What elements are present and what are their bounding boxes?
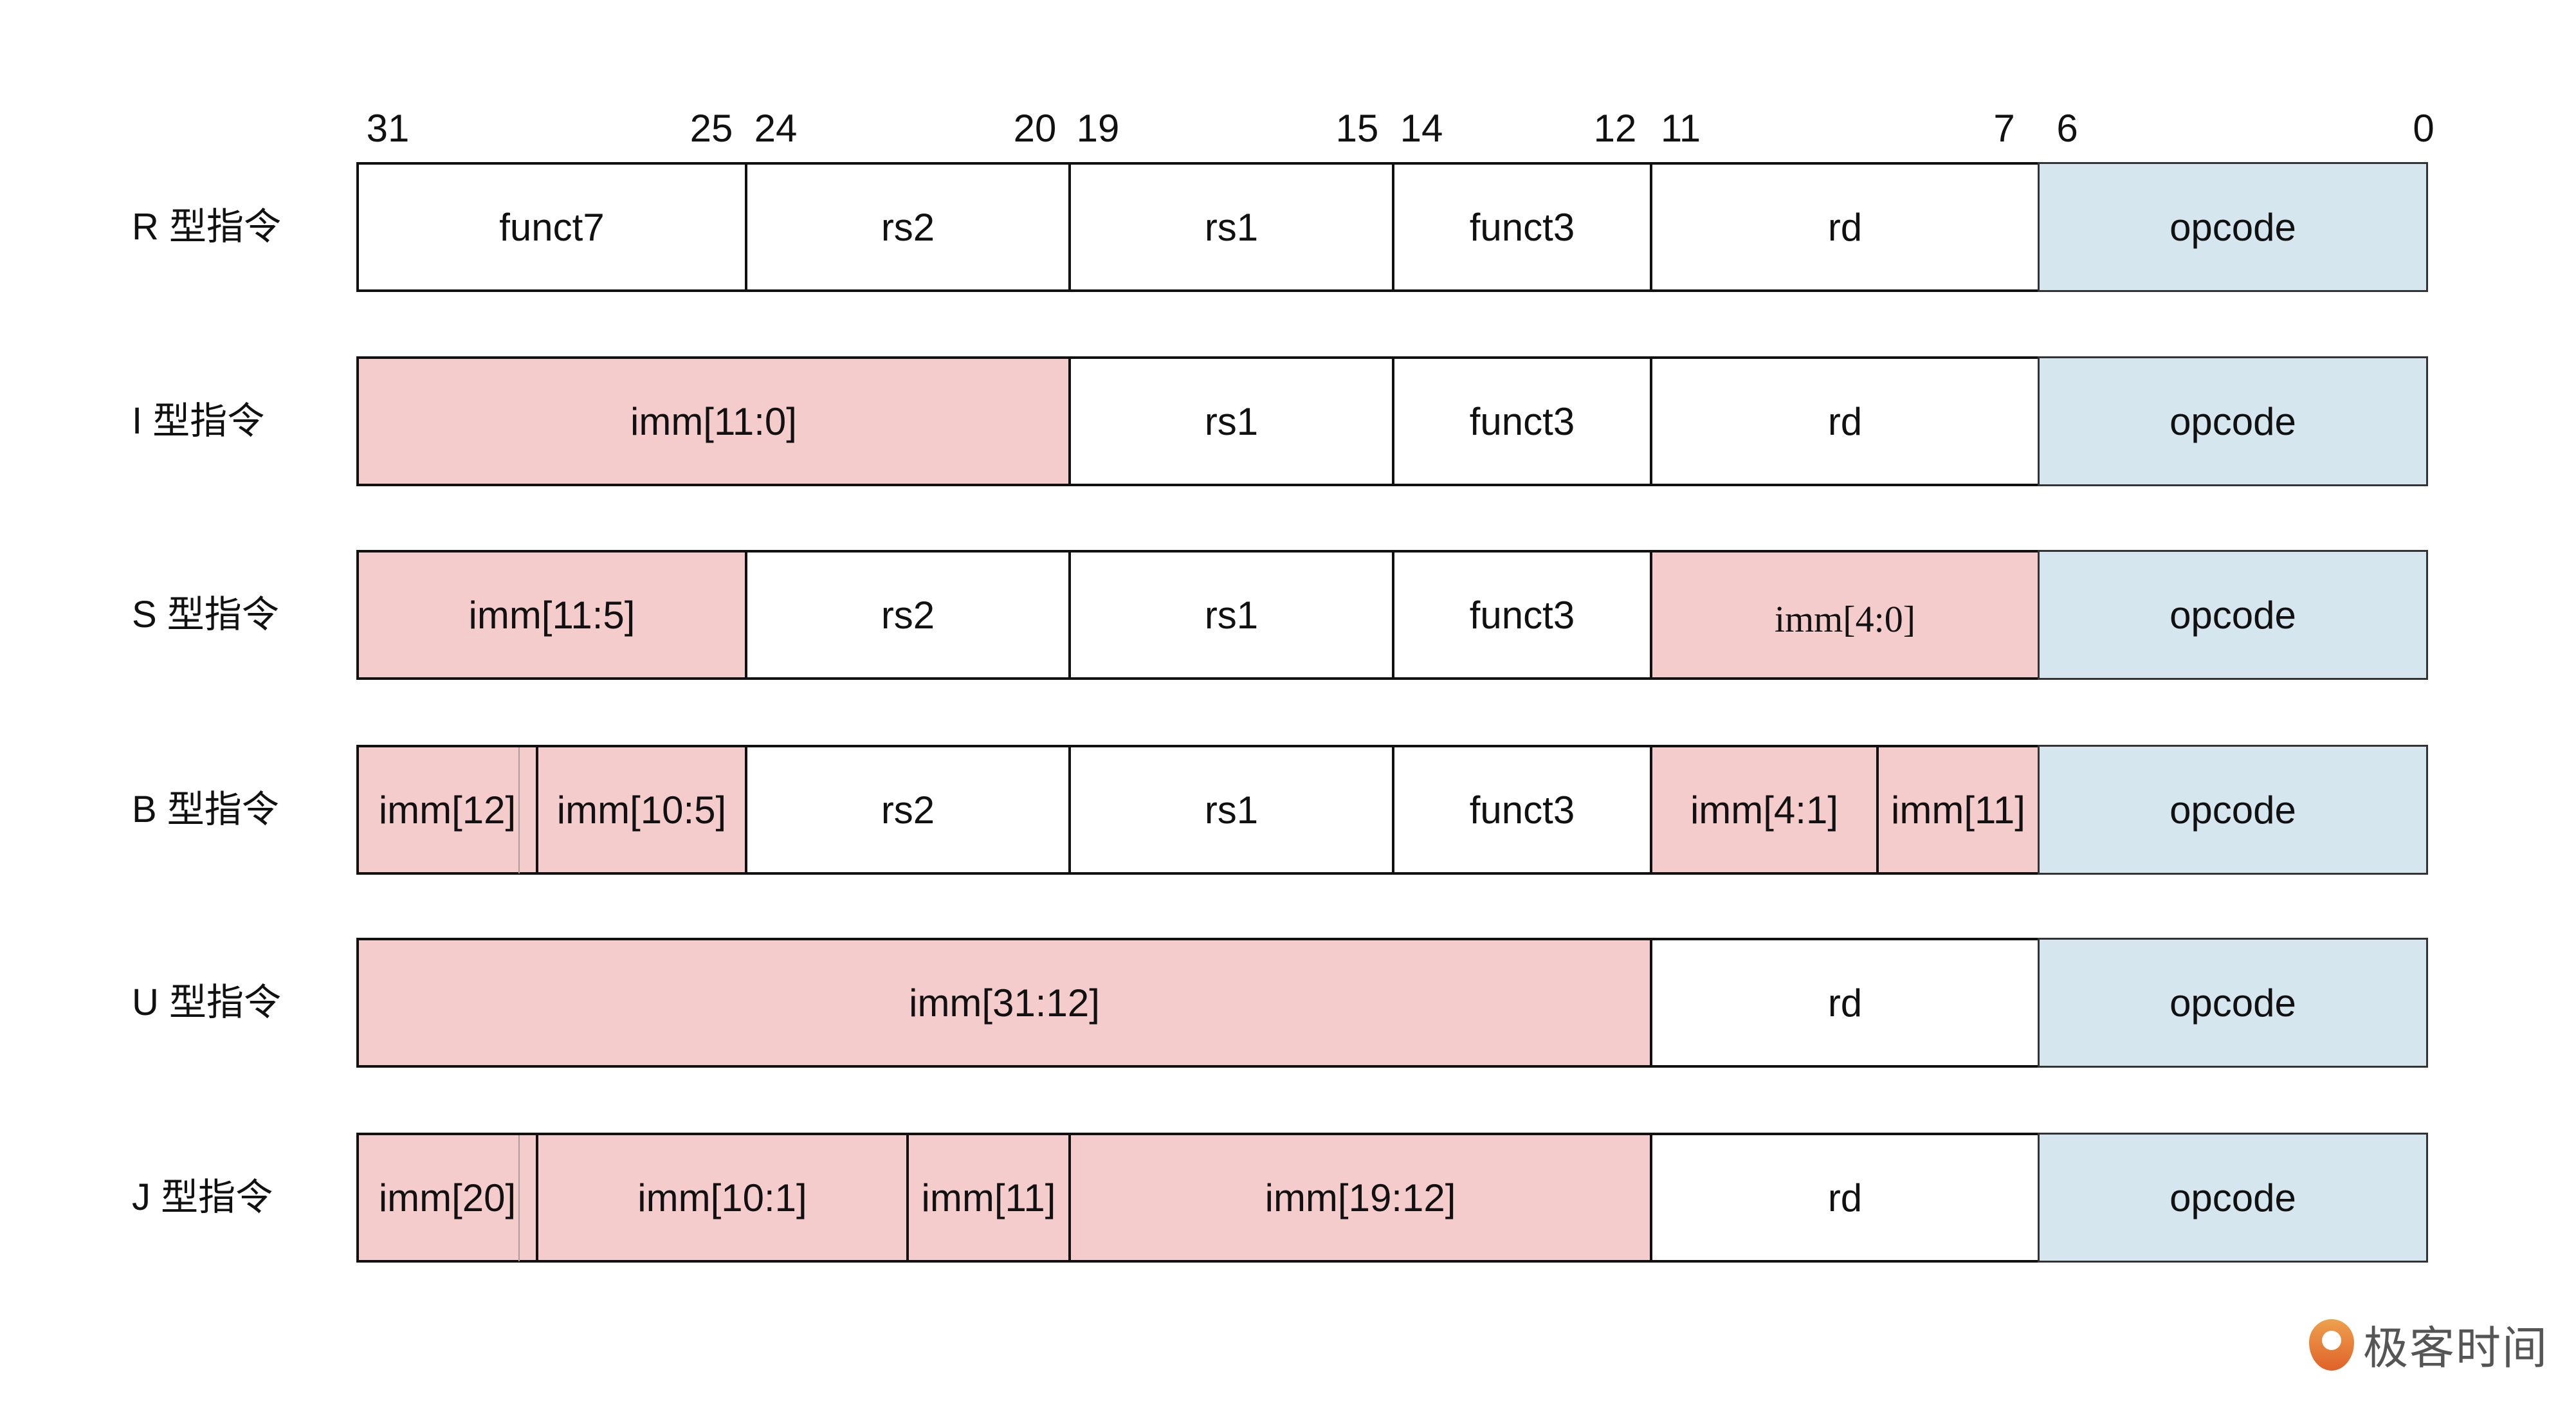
geektime-logo: 极客时间 [2309,1312,2548,1377]
field-cell: rd [1650,1133,2040,1263]
row-label: R 型指令 [132,206,282,248]
field-cell: opcode [2038,1133,2428,1263]
row-label: U 型指令 [132,981,282,1023]
field-cell: imm[11] [1876,745,2040,875]
bit-label: 0 [2413,107,2434,150]
bit-label: 14 [1400,107,1443,150]
bit-label: 15 [1335,107,1379,150]
row-label: B 型指令 [132,789,279,830]
field-cell: rd [1650,162,2040,292]
field-cell: imm[11] [906,1133,1071,1263]
field-cell: rs1 [1068,745,1394,875]
field-cell: rs1 [1068,162,1394,292]
field-cell: imm[20] [356,1133,538,1263]
field-cell: rs2 [745,162,1071,292]
field-cell: rs2 [745,745,1071,875]
field-cell: rd [1650,938,2040,1068]
bit-label: 24 [754,107,798,150]
bit-label: 19 [1076,107,1120,150]
field-cell: funct3 [1392,356,1652,486]
bit-label: 31 [366,107,410,150]
geektime-logo-icon [2309,1319,2354,1371]
field-cell: rs1 [1068,356,1394,486]
bit-label: 20 [1013,107,1057,150]
field-cell: imm[31:12] [356,938,1652,1068]
bit-label: 6 [2056,107,2078,150]
field-cell: imm[10:1] [536,1133,909,1263]
field-cell: opcode [2038,938,2428,1068]
field-cell: opcode [2038,745,2428,875]
field-cell: imm[11:0] [356,356,1071,486]
field-cell: imm[4:1] [1650,745,1879,875]
field-cell: funct7 [356,162,747,292]
field-cell: opcode [2038,356,2428,486]
bit-label: 12 [1593,107,1637,150]
bit-label: 7 [1993,107,2015,150]
field-cell: opcode [2038,550,2428,680]
bit-label: 11 [1660,107,1701,150]
row-label: J 型指令 [132,1176,273,1218]
field-cell: opcode [2038,162,2428,292]
field-cell: funct3 [1392,550,1652,680]
field-cell: imm[11:5] [356,550,747,680]
logo-text: 极客时间 [2363,1323,2548,1373]
field-cell: imm[4:0] [1650,550,2040,680]
field-cell: rs1 [1068,550,1394,680]
field-divider [518,1135,520,1261]
field-cell: funct3 [1392,745,1652,875]
field-cell: imm[10:5] [536,745,747,875]
field-divider [518,747,520,873]
row-label: I 型指令 [132,400,265,442]
field-cell: imm[12] [356,745,538,875]
bit-label: 25 [690,107,733,150]
field-cell: rs2 [745,550,1071,680]
field-cell: funct3 [1392,162,1652,292]
field-cell: rd [1650,356,2040,486]
row-label: S 型指令 [132,594,279,635]
field-cell: imm[19:12] [1068,1133,1652,1263]
